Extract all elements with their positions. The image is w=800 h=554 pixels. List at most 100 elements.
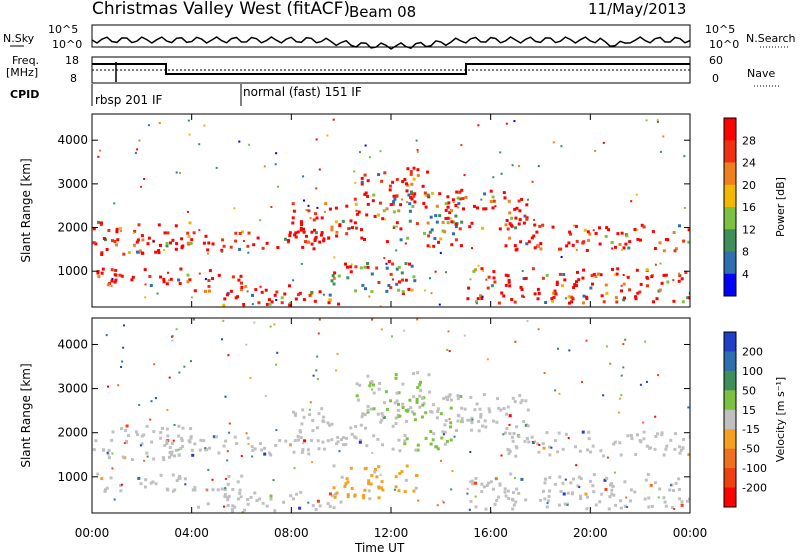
y-tick-label: 4000 [57, 337, 88, 351]
velocity-cell [403, 439, 407, 443]
power-cell [331, 274, 335, 278]
velocity-cell [357, 398, 361, 402]
power-noise-cell [379, 305, 382, 307]
velocity-cell [260, 448, 264, 452]
power-cell [514, 216, 518, 220]
power-cell [385, 266, 389, 270]
power-cell [307, 240, 311, 244]
power-cell [458, 227, 462, 231]
x-tick-label: 08:00 [274, 526, 309, 540]
velocity-cell [300, 450, 304, 454]
velocity-cell [636, 433, 639, 437]
power-cell [400, 271, 404, 275]
velocity-cell [563, 502, 567, 506]
power-cell [628, 240, 632, 244]
power-cell [307, 209, 311, 213]
velocity-noise-cell [184, 483, 187, 486]
power-cell [446, 216, 450, 220]
velocity-cell [362, 496, 366, 500]
power-cell [610, 241, 614, 244]
velocity-noise-cell [500, 454, 503, 457]
velocity-cell [626, 434, 630, 438]
power-cell [567, 241, 571, 245]
velocity-cell [255, 499, 259, 503]
velocity-cell [485, 484, 489, 487]
velocity-cell [274, 444, 278, 447]
velocity-cell [328, 423, 332, 427]
velocity-cell [330, 438, 334, 442]
power-cell [97, 275, 101, 279]
velocity-noise-cell [207, 468, 210, 471]
velocity-cell [442, 397, 446, 401]
velocity-cell [660, 431, 664, 435]
velocity-cell [418, 405, 422, 409]
power-cell [682, 239, 686, 243]
velocity-cell [506, 489, 510, 493]
velocity-cell [443, 442, 447, 446]
velocity-cell [378, 382, 382, 385]
velocity-cell [136, 433, 140, 437]
velocity-cell [520, 477, 524, 481]
velocity-cell [495, 499, 499, 502]
power-cell [574, 284, 578, 287]
power-cell [399, 238, 403, 242]
power-cell [398, 280, 401, 284]
power-cell [605, 291, 609, 295]
power-cell [288, 303, 292, 307]
colorbar-tick-label: -50 [742, 443, 760, 456]
power-cell [136, 250, 139, 254]
velocity-cell [507, 448, 511, 452]
velocity-cell [680, 503, 684, 507]
power-noise-cell [568, 295, 571, 297]
velocity-cell [159, 473, 163, 477]
velocity-cell [168, 455, 171, 459]
velocity-cell [643, 497, 647, 501]
power-cell [410, 190, 413, 194]
velocity-cell [246, 502, 250, 506]
velocity-cell [331, 494, 335, 498]
velocity-cell [137, 476, 141, 480]
cpid-panel: CPID rbsp 201 IF normal (fast) 151 IF [10, 84, 362, 107]
velocity-noise-cell [440, 459, 443, 462]
colorbar-tick-label: 100 [742, 365, 763, 378]
velocity-cell [340, 475, 344, 479]
power-cell [328, 293, 332, 297]
velocity-cell [336, 435, 340, 439]
velocity-cell [420, 396, 424, 400]
velocity-cell [633, 490, 637, 494]
power-cell [320, 233, 323, 237]
power-cell [238, 247, 242, 251]
power-noise-cell [463, 174, 466, 177]
velocity-cell [456, 397, 460, 401]
power-cell [520, 197, 524, 201]
power-cell [105, 248, 109, 251]
power-cell [541, 223, 545, 227]
power-noise-cell [672, 279, 675, 282]
power-cell [244, 285, 248, 289]
power-cell [461, 197, 465, 201]
power-noise-cell [518, 165, 520, 168]
velocity-cell [96, 472, 100, 476]
power-cell [519, 240, 523, 244]
x-tick-label: 20:00 [573, 526, 608, 540]
power-noise-cell [369, 156, 371, 159]
velocity-cell [449, 425, 453, 429]
power-cell [628, 288, 632, 292]
velocity-cell [520, 399, 524, 402]
power-cell [570, 300, 574, 304]
velocity-noise-cell [568, 349, 571, 352]
colorbar-swatch [724, 332, 736, 352]
velocity-cell [664, 447, 668, 451]
power-cell [645, 275, 649, 279]
velocity-cell [422, 401, 426, 405]
velocity-cell [548, 489, 552, 493]
power-noise-cell [136, 148, 139, 151]
power-noise-cell [656, 120, 659, 123]
velocity-cell [226, 496, 230, 500]
colorbar-tick-label: 4 [742, 268, 749, 281]
velocity-noise-cell [336, 352, 339, 355]
velocity-noise-cell [178, 371, 181, 374]
power-cell [371, 199, 375, 203]
power-cell [454, 225, 458, 229]
